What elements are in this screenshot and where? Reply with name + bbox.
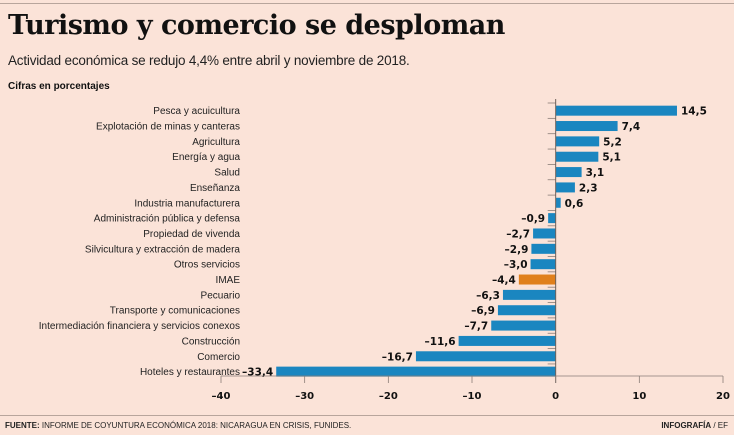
- category-label: Comercio: [197, 352, 240, 363]
- x-axis: –40 –30 –20 –10 0 10 20: [212, 99, 730, 402]
- category-label: Administración pública y defensa: [94, 214, 241, 225]
- category-label: IMAE: [216, 275, 241, 286]
- bar: [555, 136, 600, 147]
- category-label: Salud: [214, 168, 240, 179]
- bar: [502, 289, 556, 300]
- value-label: –2,7: [506, 228, 530, 240]
- value-label: 3,1: [586, 167, 605, 179]
- bar: [530, 259, 556, 270]
- x-tick-label: –40: [212, 391, 231, 402]
- value-label: –16,7: [382, 351, 413, 363]
- chart-subtitle: Actividad económica se redujo 4,4% entre…: [8, 53, 410, 68]
- category-label: Construcción: [182, 336, 240, 347]
- bottom-rule: [0, 415, 734, 416]
- category-label: Otros servicios: [174, 260, 240, 271]
- value-label: 5,1: [602, 152, 621, 164]
- value-label: 7,4: [622, 121, 641, 133]
- value-label: –7,7: [464, 321, 488, 333]
- bars-group: Pesca y acuicultura 14,5 Explotación de mi…: [39, 102, 707, 379]
- bar: [548, 213, 556, 224]
- bar: [491, 320, 556, 331]
- bar: [555, 105, 677, 116]
- bar: [458, 335, 556, 346]
- value-label: 5,2: [603, 136, 622, 148]
- credit-text: / EF: [711, 421, 728, 430]
- source-note: FUENTE: INFORME DE COYUNTURA ECONÓMICA 2…: [5, 421, 351, 430]
- category-label: Agricultura: [192, 137, 240, 148]
- value-label: –4,4: [492, 275, 516, 287]
- value-label: –0,9: [521, 213, 545, 225]
- category-label: Enseñanza: [190, 183, 240, 194]
- category-label: Propiedad de vivenda: [143, 229, 240, 240]
- x-tick-label: –20: [379, 391, 398, 402]
- bar: [415, 351, 556, 362]
- x-tick-label: 0: [552, 391, 559, 402]
- source-label: FUENTE:: [5, 421, 40, 430]
- credit-label: INFOGRAFÍA: [661, 421, 712, 430]
- bar: [533, 228, 556, 239]
- bar: [555, 182, 575, 193]
- value-label: –3,0: [504, 259, 528, 271]
- category-label: Intermediación financiera y servicios co…: [39, 321, 240, 332]
- bar: [531, 243, 556, 254]
- bar: [555, 151, 599, 162]
- category-label: Silvicultura y extracción de madera: [85, 244, 241, 255]
- category-label: Pecuario: [201, 290, 241, 301]
- value-label: –11,6: [424, 336, 455, 348]
- bar-chart: Pesca y acuicultura 14,5 Explotación de mi…: [39, 99, 730, 402]
- category-label: Industria manufacturera: [134, 198, 240, 209]
- bar: [555, 121, 618, 132]
- value-label: –33,4: [242, 367, 273, 379]
- value-label: –2,9: [505, 244, 529, 256]
- value-label: –6,3: [476, 290, 500, 302]
- top-rule: [0, 3, 734, 4]
- value-label: 0,6: [565, 198, 584, 210]
- unit-label: Cifras en porcentajes: [8, 81, 110, 92]
- category-label: Transporte y comunicaciones: [110, 306, 240, 317]
- bar: [555, 197, 561, 208]
- value-label: 14,5: [681, 106, 707, 118]
- source-text: INFORME DE COYUNTURA ECONÓMICA 2018: NIC…: [39, 421, 352, 430]
- bar: [497, 305, 556, 316]
- category-label: Energía y agua: [172, 152, 240, 163]
- x-tick-label: 10: [632, 391, 646, 402]
- bar: [276, 366, 556, 377]
- value-label: –6,9: [471, 305, 495, 317]
- x-tick-label: –30: [295, 391, 314, 402]
- x-tick-label: –10: [463, 391, 482, 402]
- bar: [518, 274, 556, 285]
- credit-note: INFOGRAFÍA / EF: [661, 421, 728, 430]
- category-label: Explotación de minas y canteras: [96, 122, 240, 133]
- value-label: 2,3: [579, 182, 598, 194]
- chart-title: Turismo y comercio se desploman: [8, 10, 505, 41]
- x-tick-label: 20: [716, 391, 730, 402]
- category-label: Hoteles y restaurantes: [140, 367, 240, 378]
- category-label: Pesca y acuicultura: [153, 106, 240, 117]
- bar: [555, 167, 582, 178]
